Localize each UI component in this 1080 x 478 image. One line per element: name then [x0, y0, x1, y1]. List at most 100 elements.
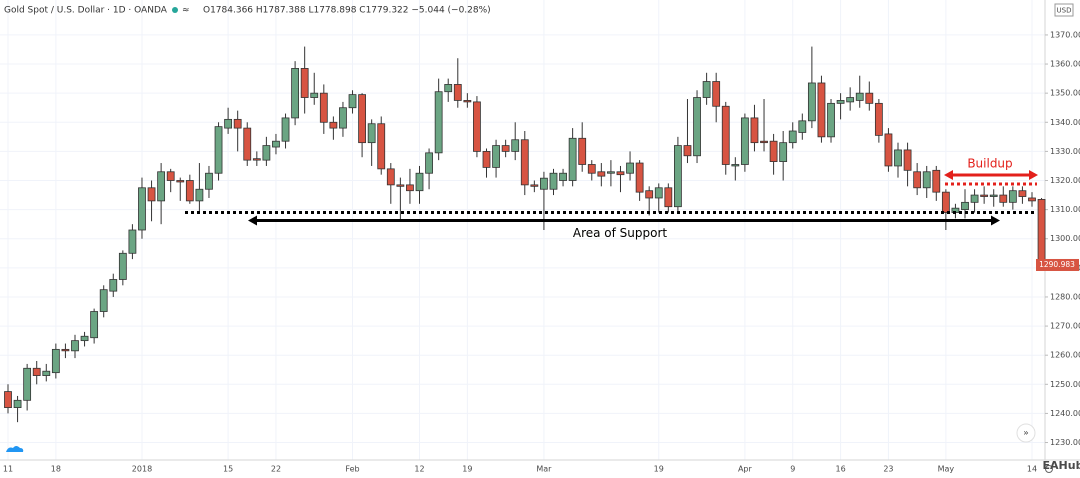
annotation-label: Area of Support [573, 226, 668, 240]
candle-body [339, 107, 347, 129]
candle-body [721, 105, 730, 165]
y-tick-label: 1260.000 [1050, 351, 1080, 360]
candle-body [626, 162, 634, 174]
ohlc-header: O1784.366 H1787.388 L1778.898 C1779.322 … [203, 6, 491, 16]
candle-body [118, 252, 127, 280]
logo-icon [6, 446, 24, 452]
x-tick-label: 11 [3, 465, 13, 474]
currency-box[interactable] [1054, 3, 1074, 17]
candle-body [51, 348, 60, 374]
y-tick-label: 1340.000 [1050, 118, 1080, 127]
candle-body [147, 187, 156, 202]
x-tick-label: 15 [223, 465, 233, 474]
candle-body [42, 370, 51, 376]
candle-body [941, 191, 950, 213]
candle-body [970, 194, 979, 203]
candle-body [702, 81, 711, 98]
candle-body [463, 100, 472, 103]
candle-body [865, 92, 874, 104]
candle-body [530, 184, 539, 187]
candle-body [664, 187, 673, 208]
x-tick-label: Mar [536, 465, 552, 474]
candle-body [224, 118, 233, 129]
candle-body [444, 84, 453, 93]
watermark: EAHub [1043, 459, 1080, 472]
candle-body [922, 171, 931, 189]
candle-body [788, 130, 797, 144]
candle-body [71, 340, 79, 352]
chart-title: Gold Spot / U.S. Dollar · 1D · OANDA [4, 6, 168, 16]
candle-body [23, 367, 32, 401]
y-tick-label: 1370.000 [1050, 30, 1080, 39]
candle-body [980, 194, 989, 197]
candle-body [674, 145, 682, 208]
candle-body [750, 117, 759, 144]
candle-body [157, 171, 166, 202]
candle-body [769, 140, 778, 162]
candle-body [961, 201, 969, 211]
candle-body [262, 145, 271, 161]
candle-body [932, 169, 941, 193]
candle-body [846, 97, 855, 103]
candle-body [138, 187, 146, 231]
svg-text:»: » [1023, 429, 1029, 439]
candle-body [779, 142, 788, 162]
candle-body [989, 194, 998, 197]
candle-body [1008, 190, 1017, 203]
candle-body [913, 171, 922, 189]
y-tick-label: 1240.000 [1050, 409, 1080, 418]
candle-body [1028, 197, 1036, 202]
candle-body [434, 91, 443, 154]
candle-body [1018, 190, 1027, 197]
candle-body [272, 140, 280, 148]
candle-body [492, 145, 500, 168]
y-tick-label: 1320.000 [1050, 176, 1080, 185]
x-tick-label: 22 [271, 465, 281, 474]
candle-body [252, 158, 261, 161]
currency[interactable]: USD [1057, 7, 1072, 15]
candle-body [559, 172, 567, 181]
candle-body [386, 168, 395, 186]
scroll-button[interactable]: » [1016, 423, 1036, 443]
candle-body [1037, 199, 1046, 266]
candle-body [166, 171, 175, 181]
settings-icon[interactable] [1045, 465, 1053, 473]
candle-body [894, 149, 902, 167]
candle-body [635, 162, 644, 193]
candle-body [109, 279, 118, 292]
candle-body [999, 194, 1008, 203]
x-tick-label: 23 [883, 465, 893, 474]
x-tick-label: 9 [790, 465, 795, 474]
candle-body [128, 229, 137, 254]
x-tick-label: Apr [738, 465, 753, 474]
candle-body [300, 68, 309, 98]
candle-body [473, 101, 481, 152]
candle-body [903, 149, 912, 171]
candle-body [645, 190, 654, 199]
candle-body [80, 335, 89, 342]
y-tick-label: 1230.000 [1050, 438, 1080, 447]
candle-body [425, 152, 433, 174]
candle-body [740, 117, 749, 165]
candle-body [214, 126, 223, 174]
candle-body [884, 133, 893, 167]
candle-body [482, 150, 491, 168]
candle-body [549, 172, 558, 190]
candle-body [827, 102, 835, 138]
x-tick-label: 14 [1027, 465, 1037, 474]
candle-body [798, 120, 807, 133]
x-tick-label: 19 [654, 465, 664, 474]
y-tick-label: 1330.000 [1050, 147, 1080, 156]
candle-body [99, 289, 108, 312]
candle-body [233, 118, 242, 129]
y-tick-label: 1250.000 [1050, 380, 1080, 389]
candle-body [176, 180, 185, 183]
candle-body [32, 367, 41, 376]
x-tick-label: 18 [51, 465, 61, 474]
candle-body [329, 121, 338, 129]
candle-body [874, 102, 883, 136]
candle-body [607, 171, 615, 174]
candle-body [836, 100, 845, 104]
y-tick-label: 1360.000 [1050, 60, 1080, 69]
